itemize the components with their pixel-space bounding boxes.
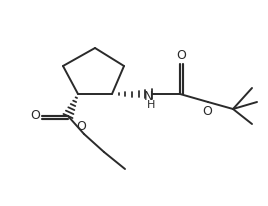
Text: H: H [147,100,155,110]
Text: O: O [176,48,186,62]
Text: O: O [202,104,212,117]
Text: O: O [76,121,86,133]
Text: N: N [143,89,153,103]
Text: O: O [30,109,40,122]
